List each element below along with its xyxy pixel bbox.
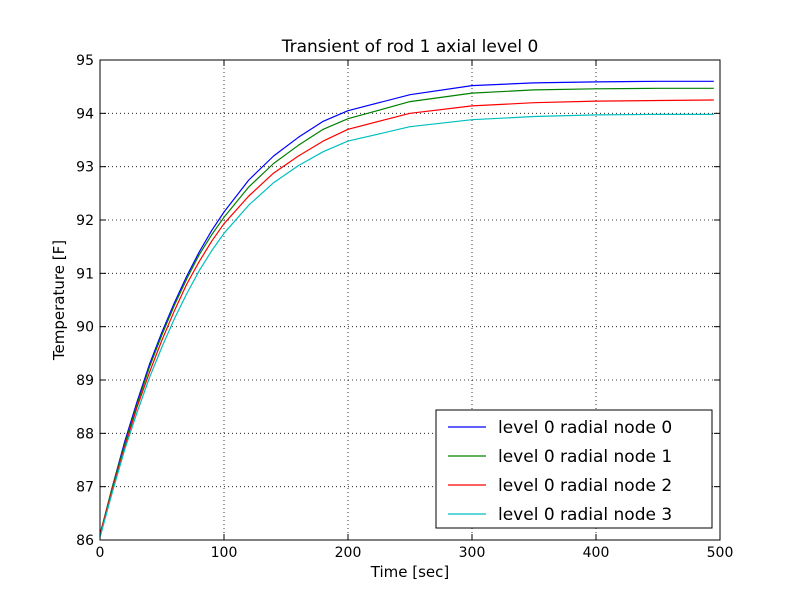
series-lines: [99, 80, 714, 538]
plot-frame: [99, 59, 721, 541]
series-line-node-0: [99, 80, 714, 535]
y-tick-label: 87: [76, 480, 94, 496]
axis-ticks: 0 100 200 300 400 500 86 87 88 89 90 91 92 93 94 95: [76, 53, 733, 561]
legend-label: level 0 radial node 0: [498, 418, 672, 438]
y-tick-label: 91: [76, 266, 94, 282]
x-tick-label: 200: [335, 545, 362, 561]
y-tick-label: 92: [76, 213, 94, 229]
x-tick-label: 500: [707, 545, 734, 561]
series-line-node-1: [99, 87, 714, 535]
y-tick-label: 94: [76, 106, 94, 122]
legend-box: [435, 409, 713, 529]
y-tick-label: 89: [76, 373, 94, 389]
y-tick-label: 95: [76, 53, 94, 69]
chart-title: Transient of rod 1 axial level 0: [281, 37, 539, 57]
series-line-node-3: [99, 113, 714, 538]
y-tick-label: 90: [76, 320, 94, 336]
series-line-node-2: [99, 99, 714, 535]
x-tick-label: 300: [459, 545, 486, 561]
y-tick-label: 88: [76, 426, 94, 442]
legend: level 0 radial node 0 level 0 radial node…: [435, 409, 713, 529]
x-axis-label: Time [sec]: [370, 563, 449, 581]
legend-label: level 0 radial node 3: [498, 505, 672, 525]
legend-label: level 0 radial node 1: [498, 447, 672, 467]
x-tick-label: 400: [583, 545, 610, 561]
x-tick-label: 0: [96, 545, 105, 561]
y-tick-label: 86: [76, 533, 94, 549]
y-axis-label: Temperature [F]: [50, 240, 68, 361]
legend-label: level 0 radial node 2: [498, 476, 672, 496]
y-tick-label: 93: [76, 160, 94, 176]
x-tick-label: 100: [211, 545, 238, 561]
